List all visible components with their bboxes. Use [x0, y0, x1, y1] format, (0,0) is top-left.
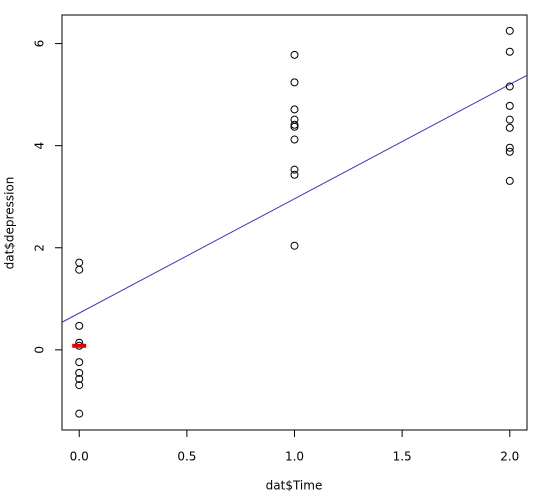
point — [505, 143, 514, 152]
point — [290, 170, 299, 179]
point — [505, 147, 514, 156]
point — [75, 368, 84, 377]
plot-box — [61, 14, 528, 431]
x-tick-label: 2.0 — [500, 450, 519, 464]
point — [75, 321, 84, 330]
point — [75, 358, 84, 367]
point — [290, 78, 299, 87]
y-tick-label: 6 — [33, 40, 47, 48]
y-tick-label: 4 — [33, 142, 47, 150]
point — [290, 165, 299, 174]
point — [505, 47, 514, 56]
point — [75, 381, 84, 390]
point — [505, 123, 514, 132]
point — [290, 122, 299, 131]
point — [290, 105, 299, 114]
y-tick-label: 2 — [33, 244, 47, 252]
regression-line — [62, 74, 527, 323]
point — [75, 374, 84, 383]
point — [290, 135, 299, 144]
point — [290, 50, 299, 59]
point — [75, 409, 84, 418]
point — [505, 176, 514, 185]
point — [505, 82, 514, 91]
point — [75, 258, 84, 267]
y-tick-label: 0 — [33, 346, 47, 354]
point — [290, 241, 299, 250]
x-tick-label: 1.0 — [285, 450, 304, 464]
x-tick-label: 0.0 — [70, 450, 89, 464]
point — [505, 115, 514, 124]
y-axis-label: dat$depression — [3, 177, 17, 270]
point — [75, 265, 84, 274]
point — [290, 120, 299, 129]
x-axis-label: dat$Time — [266, 479, 323, 493]
x-tick-label: 1.5 — [393, 450, 412, 464]
x-tick-label: 0.5 — [177, 450, 196, 464]
point — [505, 26, 514, 35]
point — [505, 101, 514, 110]
